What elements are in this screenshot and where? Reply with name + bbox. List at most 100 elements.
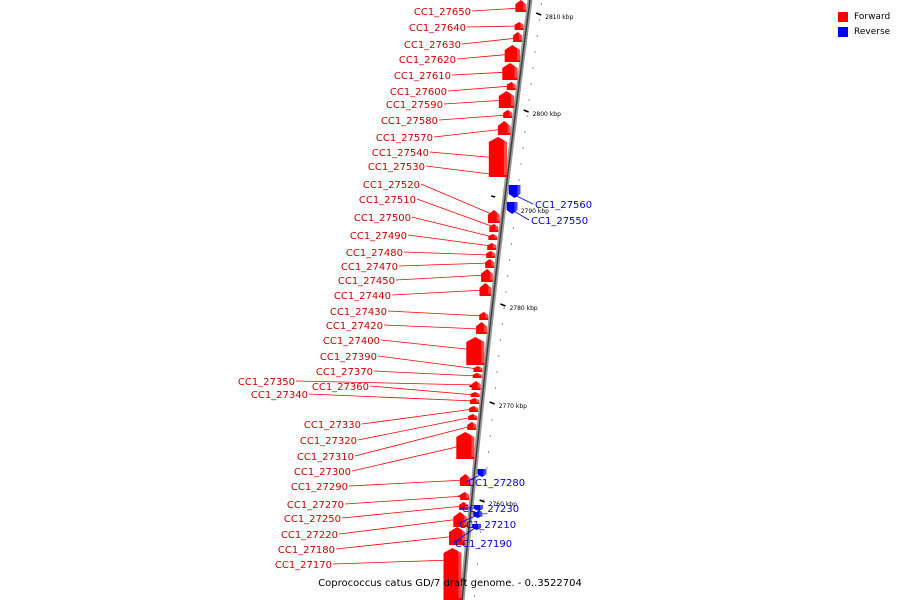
gene-cc1_27550 [506, 202, 518, 214]
gene-label: CC1_27650 [414, 7, 471, 18]
minor-tick [528, 99, 530, 101]
gene-track [443, 0, 527, 600]
minor-tick [498, 355, 500, 357]
gene-highlight [517, 185, 521, 196]
gene-highlight [473, 422, 477, 428]
gene-label: CC1_27300 [294, 467, 351, 478]
gene-label: CC1_27510 [359, 195, 416, 206]
gene-leader-line [456, 514, 478, 525]
gene-label: CC1_27170 [275, 560, 332, 571]
gene-cc1_27400 [466, 337, 485, 365]
gene-arrow [497, 121, 511, 135]
minor-tick [475, 579, 477, 581]
gene-cc1_27620 [504, 45, 520, 62]
gene-arrow [456, 432, 475, 459]
gene-highlight [475, 398, 479, 402]
gene-leader-line [383, 324, 482, 330]
gene-leader-line [451, 71, 511, 76]
gene-label: CC1_27310 [297, 452, 354, 463]
gene-leader-line [380, 339, 476, 351]
gene-label: CC1_27640 [409, 23, 466, 34]
gene-leader-line [341, 505, 464, 519]
gene-label: CC1_27250 [284, 514, 341, 525]
gene-highlight [475, 406, 479, 410]
gene-label: CC1_27550 [531, 216, 588, 227]
minor-tick [534, 51, 536, 53]
minor-tick [491, 419, 493, 421]
minor-tick [489, 435, 491, 437]
gene-arrow [479, 283, 492, 296]
tick-label: 2790 kbp [521, 208, 549, 215]
gene-label: CC1_27630 [404, 40, 461, 51]
minor-tick [540, 3, 543, 5]
minor-tick [493, 403, 495, 405]
gene-highlight [511, 91, 515, 106]
gene-arrow [508, 185, 521, 198]
gene-leader-line [403, 251, 491, 256]
gene-arrow [443, 548, 462, 600]
gene-arrow [470, 392, 480, 397]
tick-label: 2810 kbp [545, 14, 573, 21]
legend-reverse-label: Reverse [854, 26, 891, 37]
gene-leader-line [407, 234, 492, 247]
gene-label: CC1_27180 [278, 545, 335, 556]
major-tick [523, 109, 529, 113]
gene-leader-line [395, 274, 488, 281]
gene-highlight [491, 259, 495, 266]
gene-highlight [474, 414, 478, 418]
gene-arrow [502, 63, 518, 80]
gene-highlight [519, 32, 523, 40]
gene-cc1_27490 [487, 243, 497, 250]
minor-tick [479, 531, 482, 533]
gene-leader-line [438, 114, 508, 121]
minor-tick [486, 467, 488, 469]
gene-highlight [492, 251, 496, 256]
gene-leader-line [416, 198, 494, 228]
gene-leader-line [338, 518, 461, 535]
gene-label: CC1_27480 [346, 248, 403, 259]
gene-cc1_27220 [453, 512, 467, 527]
gene-arrow [471, 381, 481, 390]
gene-label: CC1_27360 [312, 382, 369, 393]
gene-cc1_27420 [476, 322, 487, 334]
gene-highlight [488, 283, 492, 294]
minor-tick [507, 275, 509, 277]
gene-highlight [479, 512, 483, 516]
gene-leader-line [369, 385, 476, 396]
minor-tick [499, 339, 502, 341]
minor-tick [503, 307, 505, 309]
gene-label: CC1_27370 [316, 367, 373, 378]
minor-tick [509, 259, 511, 261]
minor-tick [494, 387, 496, 389]
gene-highlight [483, 469, 487, 475]
gene-label: CC1_27580 [381, 116, 438, 127]
gene-arrow [488, 210, 500, 223]
gene-leader-line [357, 416, 473, 441]
gene-label: CC1_27500 [354, 213, 411, 224]
gene-leader-line [361, 408, 474, 425]
major-tick [535, 12, 542, 16]
gene-highlight [458, 548, 462, 598]
gene-highlight [509, 110, 513, 116]
track-marker [490, 195, 496, 198]
gene-cc1_27530 [488, 137, 507, 177]
gene-arrow [476, 322, 487, 334]
gene-leader-line [461, 37, 518, 45]
gene-cc1_27610 [502, 63, 518, 80]
gene-highlight [478, 373, 482, 376]
gene-label: CC1_27280 [468, 478, 525, 489]
gene-label: CC1_27340 [251, 390, 308, 401]
minor-tick [532, 67, 534, 69]
gene-leader-line [332, 559, 453, 565]
minor-tick [483, 499, 485, 501]
gene-label: CC1_27230 [462, 504, 519, 515]
gene-label: CC1_27560 [535, 200, 592, 211]
legend: Forward Reverse [838, 9, 890, 39]
major-tick [500, 303, 506, 307]
gene-arrow [453, 512, 467, 527]
gene-label: CC1_27270 [287, 500, 344, 511]
gene-leader-line [373, 370, 478, 377]
minor-tick [505, 291, 507, 293]
minor-tick [526, 115, 528, 117]
legend-reverse: Reverse [838, 24, 890, 39]
